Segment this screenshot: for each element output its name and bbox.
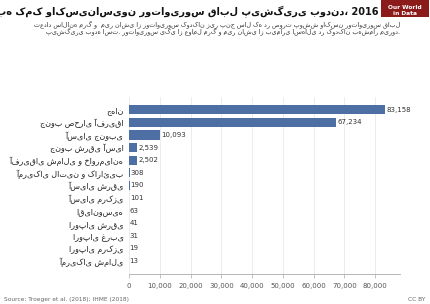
Text: 190: 190 — [130, 182, 144, 188]
Text: Source: Troeger et al. (2018); IHME (2018): Source: Troeger et al. (2018); IHME (201… — [4, 298, 129, 302]
Bar — [129, 143, 137, 152]
Text: 41: 41 — [130, 220, 138, 226]
Text: in Data: in Data — [393, 11, 417, 16]
Text: 13: 13 — [130, 258, 138, 264]
Text: 31: 31 — [130, 233, 139, 239]
Text: موارد فوتی در کودکان که به کمک واکسیناسیون روتاویروس قابل پیشگیری بودند، 2016: موارد فوتی در کودکان که به کمک واکسیناسی… — [0, 6, 378, 18]
Bar — [129, 130, 160, 140]
Text: 63: 63 — [130, 208, 139, 214]
Bar — [129, 156, 137, 165]
Text: 2,502: 2,502 — [138, 157, 158, 163]
Text: پیشگیری بوده است. روتاویروس یکی از عوامل مرگ و میر ناشی از بیماری اسهالی در کودک: پیشگیری بوده است. روتاویروس یکی از عوامل… — [46, 27, 400, 35]
Text: Our World: Our World — [388, 5, 421, 10]
Text: تعداد سالانه مرگ و  میر ناشی از روتاویروس کودکان زیر پنج سال که در صورت پوشش واک: تعداد سالانه مرگ و میر ناشی از روتاویروس… — [34, 20, 400, 28]
Text: 2,539: 2,539 — [138, 145, 158, 151]
Text: 67,234: 67,234 — [338, 119, 362, 126]
Text: 101: 101 — [130, 195, 144, 201]
Text: 308: 308 — [131, 170, 144, 176]
Text: 19: 19 — [130, 245, 138, 251]
Bar — [129, 118, 336, 127]
Text: 83,158: 83,158 — [387, 107, 411, 113]
Bar — [129, 105, 385, 114]
Bar — [129, 168, 130, 177]
Text: CC BY: CC BY — [408, 298, 426, 302]
Text: 10,093: 10,093 — [162, 132, 186, 138]
